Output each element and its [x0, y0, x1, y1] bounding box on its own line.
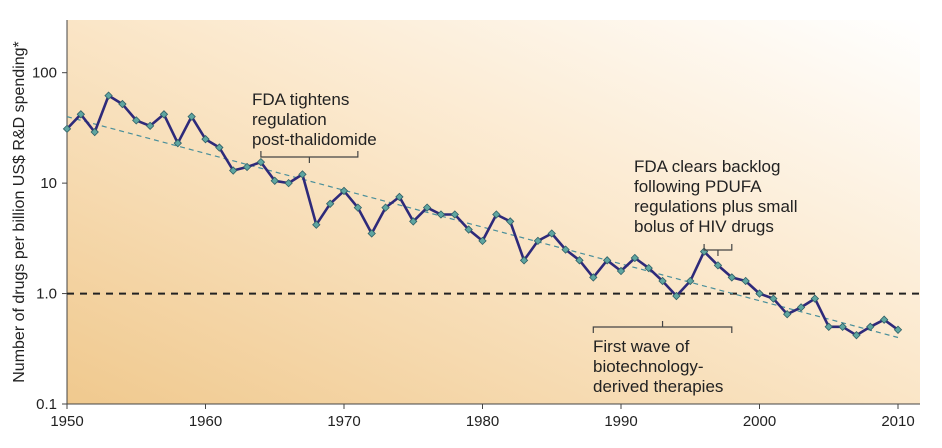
annotation-pdufa-line-1: FDA clears backlog: [634, 157, 780, 176]
data-point-1955: [132, 116, 141, 125]
data-point-1967: [298, 170, 307, 179]
data-point-1989: [602, 256, 612, 265]
data-point-2009: [879, 315, 889, 324]
x-tick-label-4: 1990: [604, 413, 637, 430]
data-point-1961: [215, 143, 224, 152]
data-point-2004: [810, 294, 820, 303]
plot-background: [67, 20, 920, 404]
data-point-1984: [533, 236, 543, 246]
data-point-1965: [270, 176, 279, 185]
data-point-1952: [90, 127, 99, 137]
data-point-2002: [783, 310, 792, 319]
annotation-thalidomide-line-1: FDA tightens: [252, 90, 349, 109]
annotation-thalidomide-bracket: [260, 151, 359, 163]
data-point-2003: [796, 303, 806, 312]
data-point-1993: [658, 276, 667, 286]
data-point-1988: [589, 273, 598, 282]
data-point-2001: [769, 294, 778, 303]
x-tick-label-2: 1970: [327, 413, 360, 430]
annotation-biotech-line-3: derived therapies: [593, 377, 723, 396]
y-tick-labels: 0.1 1.0 10 100: [32, 65, 67, 413]
data-point-1975: [409, 217, 418, 226]
data-point-1972: [367, 229, 376, 238]
y-axis-label: Number of drugs per billion US$ R&D spen…: [11, 41, 28, 383]
data-point-1995: [686, 276, 695, 286]
data-point-1954: [118, 99, 127, 109]
annotation-pdufa: FDA clears backlog following PDUFA regul…: [634, 157, 797, 256]
data-point-2008: [866, 322, 875, 331]
data-point-1976: [422, 203, 432, 212]
y-tick-label-2: 10: [40, 175, 57, 192]
data-point-2006: [838, 322, 847, 331]
x-tick-label-5: 2000: [743, 413, 776, 430]
data-point-1974: [395, 192, 404, 202]
annotation-pdufa-line-4: bolus of HIV drugs: [634, 217, 774, 236]
data-point-1956: [145, 121, 155, 131]
data-point-1980: [478, 236, 487, 246]
data-point-1957: [159, 110, 169, 119]
data-point-1982: [506, 217, 515, 226]
data-point-1971: [353, 203, 363, 212]
data-point-1999: [741, 276, 750, 286]
data-point-1964: [256, 157, 266, 167]
data-point-1966: [284, 178, 293, 188]
data-point-1958: [173, 139, 182, 148]
data-point-1983: [519, 256, 529, 265]
x-tick-label-6: 2010: [881, 413, 914, 430]
data-point-1992: [644, 263, 653, 273]
annotation-thalidomide: FDA tightens regulation post-thalidomide: [252, 90, 377, 163]
annotation-biotech: First wave of biotechnology- derived the…: [592, 321, 733, 396]
annotation-pdufa-line-3: regulations plus small: [634, 197, 797, 216]
y-tick-label-1: 1.0: [36, 286, 57, 303]
data-point-1986: [561, 245, 570, 254]
y-tick-label-3: 100: [32, 65, 57, 82]
data-point-2005: [824, 322, 833, 331]
data-point-1979: [464, 225, 473, 234]
data-point-1953: [104, 91, 113, 100]
data-point-1959: [187, 112, 196, 121]
y-tick-label-0: 0.1: [36, 396, 57, 413]
data-point-1981: [492, 210, 501, 219]
data-point-1994: [672, 291, 681, 301]
x-tick-labels: 1950 1960 1970 1980 1990 2000 2010: [50, 404, 915, 430]
data-point-1991: [630, 253, 640, 263]
data-point-1951: [76, 110, 86, 119]
annotation-pdufa-bracket: [703, 244, 733, 256]
data-point-1962: [229, 166, 238, 175]
annotation-thalidomide-line-2: regulation: [252, 110, 327, 129]
data-point-1998: [727, 273, 736, 282]
annotation-biotech-line-2: biotechnology-: [593, 357, 704, 376]
annotation-thalidomide-line-3: post-thalidomide: [252, 130, 377, 149]
data-point-1977: [436, 210, 446, 219]
data-point-1969: [325, 199, 335, 208]
data-point-1970: [339, 186, 349, 196]
data-point-2010: [893, 325, 903, 334]
data-point-1985: [547, 229, 556, 238]
annotation-biotech-line-1: First wave of: [593, 337, 690, 356]
x-tick-label-0: 1950: [50, 413, 83, 430]
data-point-1968: [312, 220, 321, 229]
data-point-2007: [852, 331, 861, 340]
data-point-1973: [381, 203, 390, 212]
annotation-biotech-bracket: [592, 321, 733, 333]
data-point-1997: [713, 261, 723, 270]
data-point-1990: [616, 266, 626, 276]
data-point-1960: [201, 135, 210, 144]
annotation-pdufa-line-2: following PDUFA: [634, 177, 762, 196]
data-point-1978: [450, 210, 459, 219]
data-markers: [62, 91, 903, 340]
x-tick-label-1: 1960: [189, 413, 222, 430]
annotations: FDA tightens regulation post-thalidomide…: [252, 90, 797, 396]
data-point-1963: [242, 162, 252, 172]
data-point-2000: [755, 289, 764, 298]
x-tick-label-3: 1980: [466, 413, 499, 430]
data-point-1987: [575, 256, 584, 265]
data-point-1950: [62, 124, 72, 134]
